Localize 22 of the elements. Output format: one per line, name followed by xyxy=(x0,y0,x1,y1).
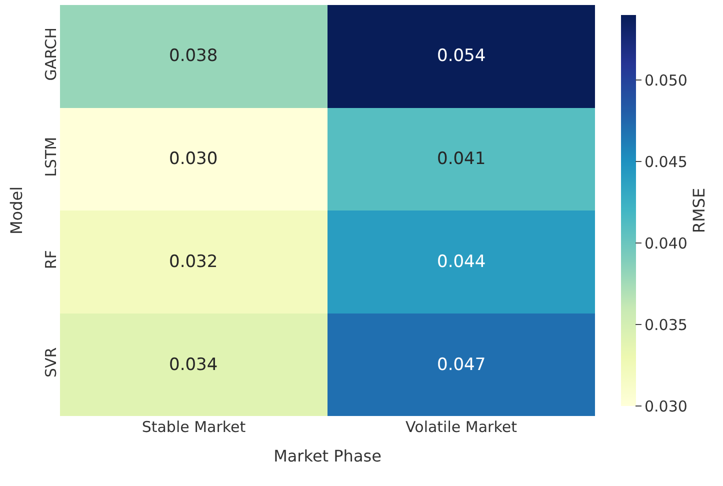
color-bar-title: RMSE xyxy=(689,188,708,234)
data-label: 0.041 xyxy=(437,149,486,169)
x-tick-label: Volatile Market xyxy=(406,418,518,436)
data-label: 0.030 xyxy=(169,149,218,169)
data-label: 0.032 xyxy=(169,252,218,272)
y-tick-label: LSTM xyxy=(42,136,60,177)
color-bar-label: 0.030 xyxy=(644,397,688,416)
x-axis-title: Market Phase xyxy=(274,446,382,466)
data-label: 0.047 xyxy=(437,355,486,375)
color-bar-label: 0.040 xyxy=(644,234,688,252)
data-label: 0.038 xyxy=(169,46,218,66)
color-bar-label: 0.045 xyxy=(644,152,688,171)
y-axis-title: Model xyxy=(6,186,26,235)
data-label: 0.044 xyxy=(437,252,486,272)
data-label: 0.054 xyxy=(437,46,486,66)
data-label: 0.034 xyxy=(169,355,218,375)
y-tick-label: SVR xyxy=(42,347,60,378)
x-tick-label: Stable Market xyxy=(142,418,246,436)
color-bar-label: 0.035 xyxy=(644,316,688,334)
color-bar-label: 0.050 xyxy=(644,71,688,90)
y-tick-label: GARCH xyxy=(42,27,60,81)
y-tick-label: RF xyxy=(42,250,60,270)
